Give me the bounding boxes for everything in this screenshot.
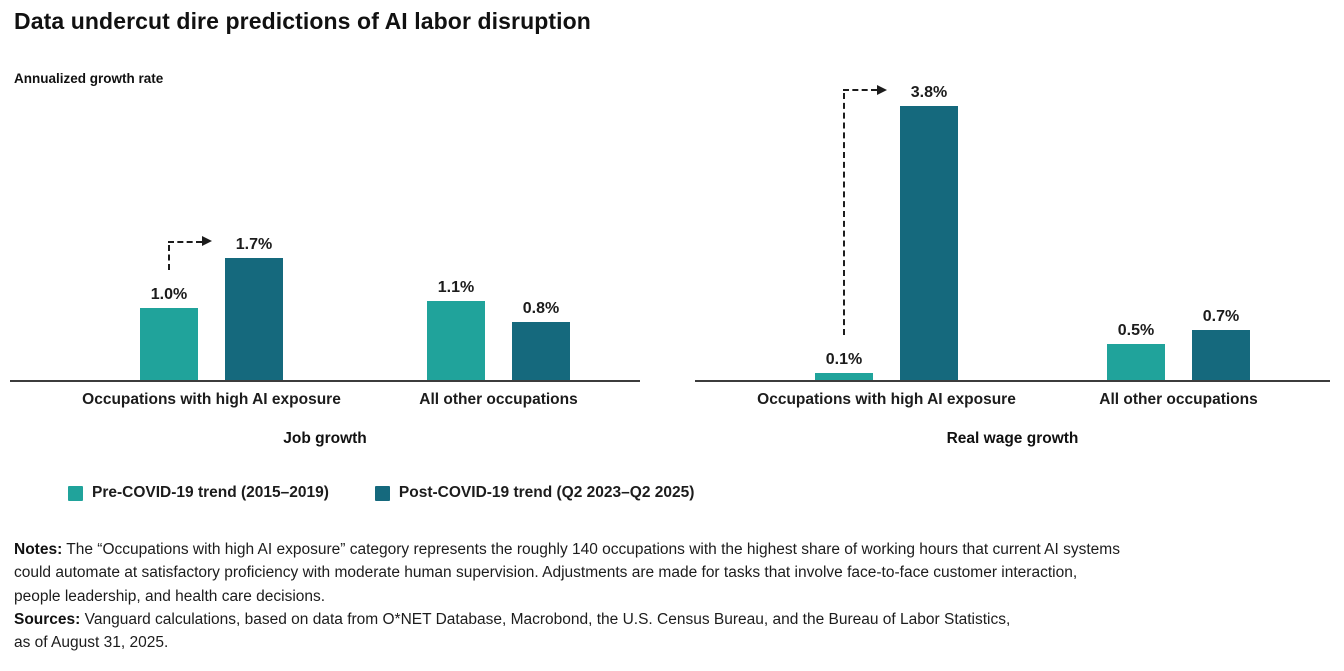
legend-swatch-pre-covid-icon <box>68 485 83 501</box>
sources-text: Sources: Vanguard calculations, based on… <box>14 608 1334 655</box>
plot-job-growth: 1.0% 1.7% 1.1% 0.8% <box>10 90 640 382</box>
change-arrow-head-icon <box>877 84 887 95</box>
plot-real-wage-growth: 0.1% 3.8% 0.5% 0.7% <box>695 84 1330 382</box>
change-arrow-vertical-segment <box>168 244 170 270</box>
y-axis-label: Annualized growth rate <box>14 71 164 86</box>
category-label: All other occupations <box>1099 391 1258 408</box>
bar-group: 1.0% 1.7% <box>140 236 283 380</box>
category-labels-real-wage-growth: Occupations with high AI exposure All oth… <box>695 382 1330 416</box>
panel-caption-job-growth: Job growth <box>283 430 367 447</box>
legend-label-pre-covid: Pre-COVID-19 trend (2015–2019) <box>92 484 329 501</box>
legend: Pre-COVID-19 trend (2015–2019) Post-COVI… <box>68 484 694 502</box>
bar-value-label: 3.8% <box>910 84 948 101</box>
legend-swatch-post-covid-icon <box>374 485 390 501</box>
bar-pre: 0.5% <box>1107 322 1165 380</box>
bar-pre: 1.1% <box>427 279 485 380</box>
bar-pre: 0.1% <box>815 351 873 380</box>
notes-text: Notes: The “Occupations with high AI exp… <box>14 538 1334 608</box>
bar-value-label: 0.1% <box>825 351 863 368</box>
category-labels-job-growth: Occupations with high AI exposure All oth… <box>10 382 640 416</box>
legend-item-pre-covid: Pre-COVID-19 trend (2015–2019) <box>68 484 329 502</box>
bar-value-label: 1.1% <box>437 279 475 296</box>
sources-prefix: Sources: <box>14 611 81 628</box>
category-label: Occupations with high AI exposure <box>757 391 1016 408</box>
bar-value-label: 1.7% <box>235 236 273 253</box>
bar-group: 1.1% 0.8% <box>427 279 570 380</box>
notes-prefix: Notes: <box>14 541 63 558</box>
bar-post: 0.8% <box>512 300 570 380</box>
legend-item-post-covid: Post-COVID-19 trend (Q2 2023–Q2 2025) <box>374 484 695 502</box>
notes-body: The “Occupations with high AI exposure” … <box>14 541 1120 605</box>
bar-group: 0.1% 3.8% <box>815 84 958 380</box>
bar-value-label: 0.8% <box>522 300 560 317</box>
bar-group: 0.5% 0.7% <box>1107 308 1250 380</box>
sources-body: Vanguard calculations, based on data fro… <box>14 611 1011 652</box>
category-label: All other occupations <box>419 391 578 408</box>
chart-title: Data undercut dire predictions of AI lab… <box>14 8 591 34</box>
panel-real-wage-growth: 0.1% 3.8% 0.5% 0.7% Occupations with high A… <box>695 84 1330 448</box>
bar-pre: 1.0% <box>140 286 198 380</box>
panel-caption-real-wage-growth: Real wage growth <box>946 430 1079 447</box>
panel-job-growth: 1.0% 1.7% 1.1% 0.8% Occupations with high A… <box>10 90 640 448</box>
bar-post: 0.7% <box>1192 308 1250 380</box>
category-label: Occupations with high AI exposure <box>82 391 341 408</box>
change-arrow-vertical-segment <box>843 93 845 335</box>
bar-post: 3.8% <box>900 84 958 380</box>
bar-post: 1.7% <box>225 236 283 380</box>
bar-value-label: 0.5% <box>1117 322 1155 339</box>
change-arrow-horizontal-segment <box>168 240 202 243</box>
legend-label-post-covid: Post-COVID-19 trend (Q2 2023–Q2 2025) <box>398 484 695 501</box>
change-arrow-head-icon <box>202 236 212 247</box>
change-arrow-horizontal-segment <box>843 89 877 92</box>
bar-value-label: 0.7% <box>1202 308 1240 325</box>
bar-value-label: 1.0% <box>150 286 188 303</box>
